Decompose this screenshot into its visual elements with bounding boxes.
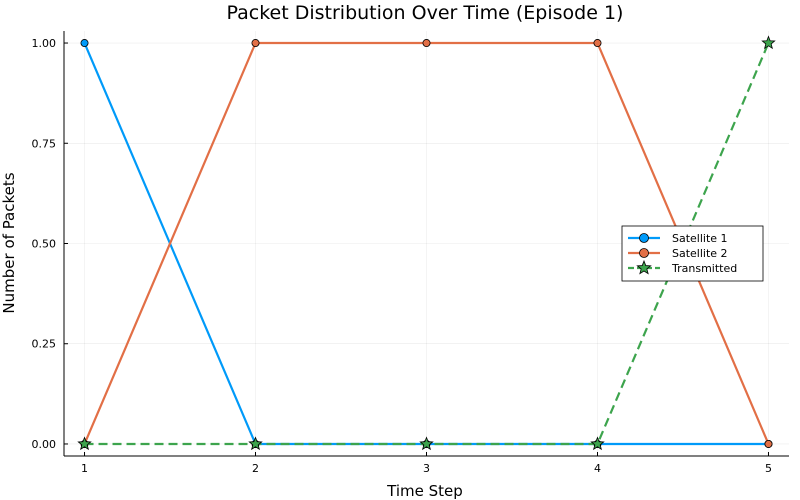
data-point-star (636, 259, 652, 275)
x-tick-label: 4 (594, 462, 601, 475)
ticks: 1 2 3 4 5 0.00 0.25 0.50 0.75 1.00 (32, 37, 772, 475)
data-point-star (761, 35, 776, 50)
x-tick-label: 5 (765, 462, 772, 475)
y-tick-label: 0.25 (32, 338, 57, 351)
x-tick-label: 3 (423, 462, 430, 475)
y-tick-label: 0.75 (32, 137, 57, 150)
data-point (80, 39, 89, 48)
y-tick-label: 0.00 (32, 438, 57, 451)
data-point (639, 233, 649, 243)
legend-label: Transmitted (671, 262, 737, 275)
data-point (764, 439, 773, 448)
y-tick-label: 1.00 (32, 37, 57, 50)
legend-item: Transmitted (628, 259, 737, 275)
y-axis-label: Number of Packets (0, 172, 18, 313)
data-point (639, 248, 649, 258)
data-point-star (590, 436, 605, 451)
x-axis-label: Time Step (386, 482, 463, 500)
data-point-star (419, 436, 434, 451)
chart-title: Packet Distribution Over Time (Episode 1… (227, 2, 624, 24)
legend-item: Satellite 2 (628, 247, 728, 260)
data-point (251, 39, 260, 48)
data-point (593, 39, 602, 48)
data-point (422, 39, 431, 48)
y-tick-label: 0.50 (32, 238, 57, 251)
data-point-star (77, 436, 92, 451)
x-tick-label: 1 (81, 462, 88, 475)
legend-item: Satellite 1 (628, 232, 728, 245)
legend-label: Satellite 2 (672, 247, 728, 260)
data-point-star (248, 436, 263, 451)
legend: Satellite 1 Satellite 2 Transmitted (621, 225, 764, 282)
x-tick-label: 2 (252, 462, 259, 475)
series-group (77, 35, 776, 451)
series-transmitted (77, 35, 776, 451)
legend-label: Satellite 1 (672, 232, 728, 245)
